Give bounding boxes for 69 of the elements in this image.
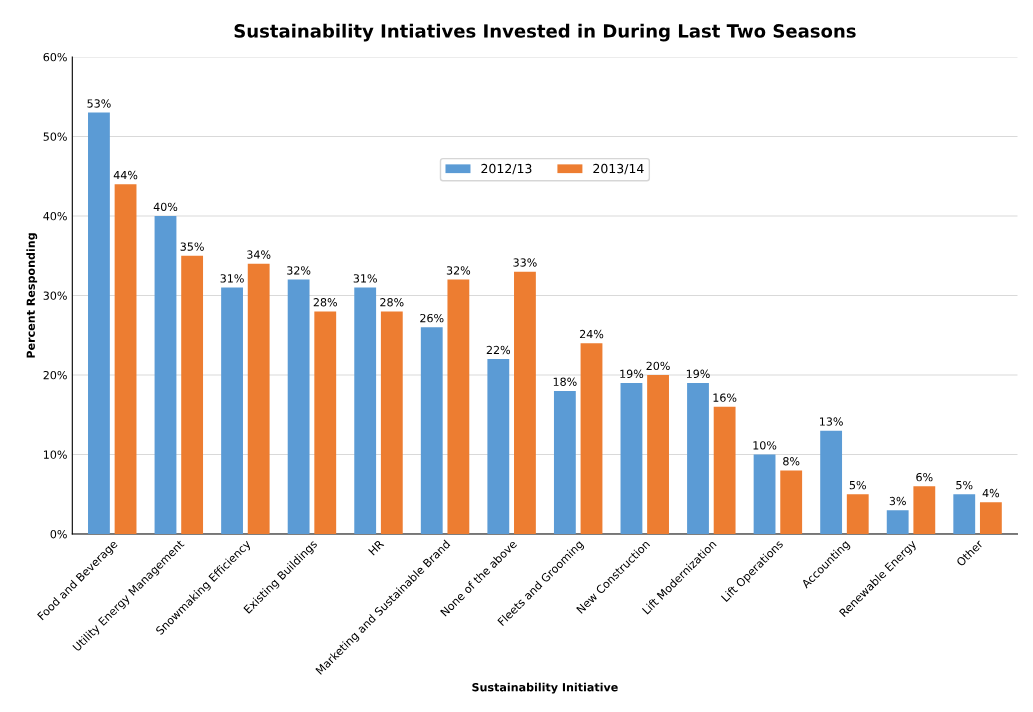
y-tick-label: 40% — [43, 211, 67, 221]
data-label: 19% — [686, 369, 710, 379]
data-label: 28% — [313, 298, 337, 307]
y-tick-label: 10% — [43, 450, 67, 459]
data-label: 33% — [513, 258, 537, 267]
legend-label: 2013/14 — [593, 163, 644, 175]
data-label: 24% — [579, 329, 604, 339]
data-label: 34% — [247, 250, 271, 259]
bar — [487, 359, 510, 534]
y-tick-label: 50% — [43, 132, 67, 141]
bar — [514, 271, 536, 534]
bar — [447, 279, 470, 534]
y-tick-label: 60% — [43, 52, 67, 62]
bar — [88, 112, 110, 534]
bar — [647, 374, 669, 534]
data-label: 6% — [916, 472, 933, 482]
data-label: 5% — [849, 480, 866, 490]
bar — [687, 382, 709, 534]
data-label: 13% — [820, 417, 843, 426]
data-label: 20% — [646, 361, 670, 371]
bar — [620, 382, 643, 534]
data-label: 32% — [446, 266, 471, 275]
bar — [154, 215, 177, 534]
bar — [420, 327, 443, 534]
bar — [287, 279, 310, 534]
data-label: 40% — [153, 202, 178, 212]
bar — [846, 494, 869, 534]
bar — [181, 255, 204, 534]
bar — [886, 510, 909, 534]
x-tick-label: HR — [368, 539, 385, 556]
bar — [713, 406, 736, 534]
data-label: 8% — [783, 457, 800, 466]
data-label: 44% — [113, 170, 138, 180]
bar — [953, 494, 976, 534]
data-label: 3% — [889, 496, 906, 506]
x-axis-title: Sustainability Initiative — [472, 682, 618, 694]
bar — [553, 390, 576, 534]
legend-label: 2012/13 — [481, 163, 532, 175]
data-label: 31% — [220, 274, 244, 283]
data-label: 31% — [353, 274, 377, 283]
bar — [780, 470, 803, 534]
data-label: 53% — [87, 99, 111, 108]
data-label: 5% — [956, 480, 973, 490]
y-tick-label: 30% — [43, 291, 67, 300]
bar — [380, 311, 403, 534]
bar — [314, 311, 337, 534]
bar — [114, 184, 137, 534]
bar — [580, 343, 603, 534]
data-label: 32% — [287, 266, 311, 275]
chart-title: Sustainability Intiatives Invested in During Last Two Seasons — [234, 23, 856, 42]
data-label: 35% — [180, 242, 204, 251]
data-label: 16% — [713, 393, 737, 402]
data-label: 26% — [420, 313, 444, 323]
data-label: 22% — [486, 345, 511, 355]
data-label: 4% — [982, 488, 1000, 498]
bar — [354, 287, 377, 534]
bar — [221, 287, 243, 534]
y-tick-label: 20% — [43, 370, 67, 380]
bar — [913, 486, 936, 534]
data-label: 18% — [553, 377, 577, 386]
y-tick-label: 0% — [50, 529, 67, 539]
bar — [753, 454, 776, 534]
bar — [247, 263, 270, 534]
data-label: 28% — [380, 298, 404, 307]
data-label: 19% — [620, 369, 644, 379]
bar — [979, 502, 1002, 534]
y-axis-title: Percent Responding — [26, 233, 38, 358]
data-label: 10% — [753, 441, 777, 450]
bar — [820, 430, 843, 534]
